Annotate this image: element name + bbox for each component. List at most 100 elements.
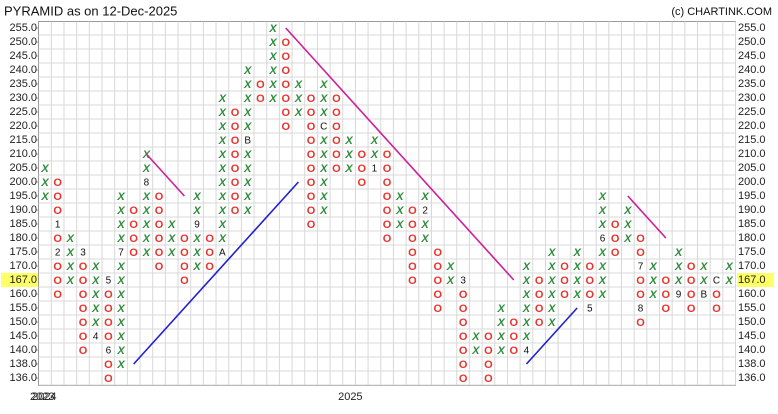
box-symbol: O [53,205,62,217]
box-symbol: X [192,261,201,273]
box-symbol: O [662,289,671,301]
trendline [145,153,185,197]
box-symbol: O [459,303,468,315]
box-symbol: O [79,331,88,343]
box-symbol: X [674,247,683,259]
box-symbol: X [674,261,683,273]
y-tick-label: 138.0 [9,358,37,370]
box-symbol: X [522,275,531,287]
box-symbol: X [116,331,125,343]
y-tick-label-right: 200.0 [738,176,766,188]
month-marker: 4 [93,332,99,343]
box-symbol: O [155,247,164,259]
y-tick-label-right: 136.0 [738,372,766,384]
y-tick-label: 145.0 [9,330,37,342]
box-symbol: X [218,191,227,203]
box-symbol: X [218,233,227,245]
box-symbol: X [268,93,277,105]
box-symbol: O [180,275,189,287]
box-symbol: X [268,37,277,49]
y-tick-label-right: 180.0 [738,232,766,244]
box-symbol: X [192,205,201,217]
box-symbol: X [116,219,125,231]
box-symbol: X [598,191,607,203]
box-symbol: X [243,191,252,203]
x-year-label: 2023 [30,391,54,403]
box-symbol: O [662,275,671,287]
y-tick-label: 255.0 [9,22,37,34]
month-marker: 3 [460,276,466,287]
box-symbol: X [319,107,328,119]
box-symbol: O [281,37,290,49]
y-tick-label: 195.0 [9,190,37,202]
box-symbol: X [116,317,125,329]
box-symbol: O [180,247,189,259]
box-symbol: O [636,233,645,245]
box-symbol: X [496,303,505,315]
box-symbol: O [433,275,442,287]
y-tick-label-right: 195.0 [738,190,766,202]
box-symbol: X [66,247,75,259]
y-tick-label-right: 160.0 [738,288,766,300]
box-symbol: O [357,163,366,175]
box-symbol: O [231,149,240,161]
box-symbol: O [79,303,88,315]
box-symbol: X [572,289,581,301]
month-marker: 4 [524,346,530,357]
box-symbol: O [560,261,569,273]
box-symbol: O [408,247,417,259]
y-tick-label: 140.0 [9,344,37,356]
box-symbol: O [53,289,62,301]
box-symbol: O [408,261,417,273]
pnf-column: OOO [357,149,366,189]
chart-title: PYRAMID as on 12-Dec-2025 [4,3,177,18]
box-symbol: X [243,65,252,77]
month-marker: 5 [106,276,112,287]
box-symbol: X [547,275,556,287]
pnf-column: OOO [662,275,671,315]
x-year-label: 2025 [338,391,362,403]
box-symbol: X [243,177,252,189]
box-symbol: O [535,275,544,287]
box-symbol: O [383,233,392,245]
box-symbol: O [484,373,493,385]
box-symbol: X [522,261,531,273]
pnf-column: XX [446,261,455,287]
box-symbol: O [281,79,290,91]
pnf-column: OOO [510,317,519,357]
pnf-column: XXX [294,79,303,119]
month-marker: 1 [372,164,378,175]
box-symbol: X [420,191,429,203]
pnf-column: XX [471,331,480,357]
box-symbol: O [205,233,214,245]
box-symbol: O [535,317,544,329]
box-symbol: X [471,331,480,343]
box-symbol: O [535,289,544,301]
box-symbol: O [484,345,493,357]
box-symbol: O [231,191,240,203]
box-symbol: O [307,163,316,175]
box-symbol: O [687,261,696,273]
y-tick-label-right: 205.0 [738,162,766,174]
box-symbol: O [129,205,138,217]
month-marker: 2 [422,206,428,217]
x-year-label: 2024 [32,391,56,403]
box-symbol: O [79,261,88,273]
box-symbol: O [636,275,645,287]
pnf-column: OOO [560,261,569,301]
box-symbol: O [332,121,341,133]
box-symbol: X [572,275,581,287]
box-symbol: O [383,205,392,217]
box-symbol: X [496,331,505,343]
